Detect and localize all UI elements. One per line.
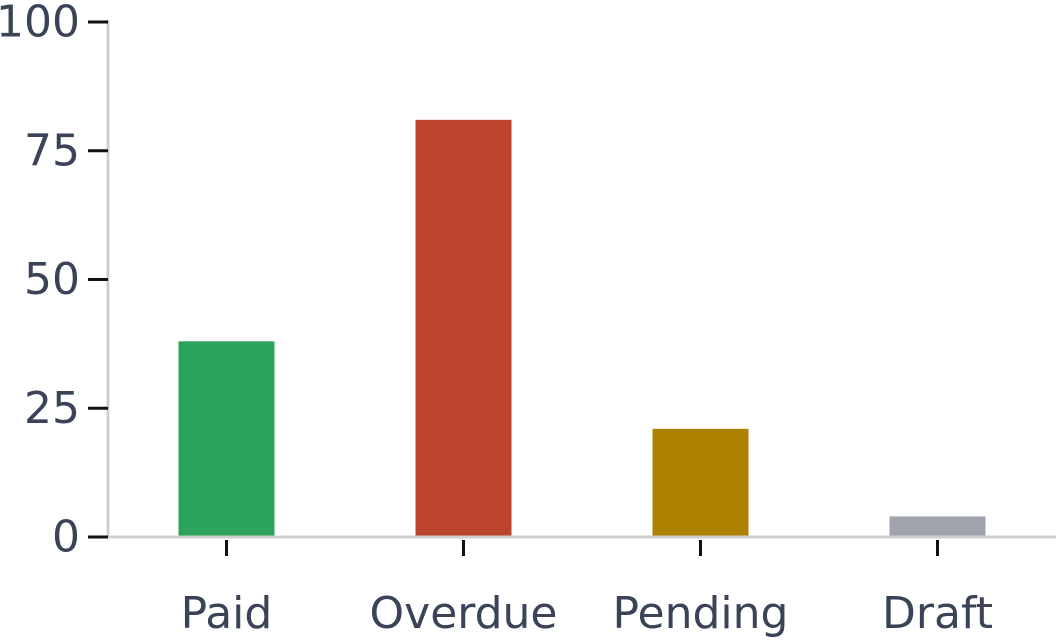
y-tick-label: 0 (52, 512, 80, 563)
bar-pending (652, 428, 749, 537)
y-tick-label: 75 (24, 125, 80, 176)
y-tick-label: 25 (24, 383, 80, 434)
y-axis: 0 25 50 75 100 (0, 0, 110, 563)
y-tick-label: 100 (0, 0, 80, 48)
bar-draft (889, 516, 986, 537)
x-tick-label: Draft (882, 588, 993, 639)
bar-paid (178, 341, 275, 537)
x-tick-label: Overdue (370, 588, 558, 639)
bars (178, 119, 986, 537)
x-tick-label: Paid (181, 588, 273, 639)
x-tick-label: Pending (613, 588, 789, 639)
bar-overdue (415, 119, 512, 537)
y-tick-label: 50 (24, 254, 80, 305)
x-axis: Paid Overdue Pending Draft (108, 535, 1056, 639)
